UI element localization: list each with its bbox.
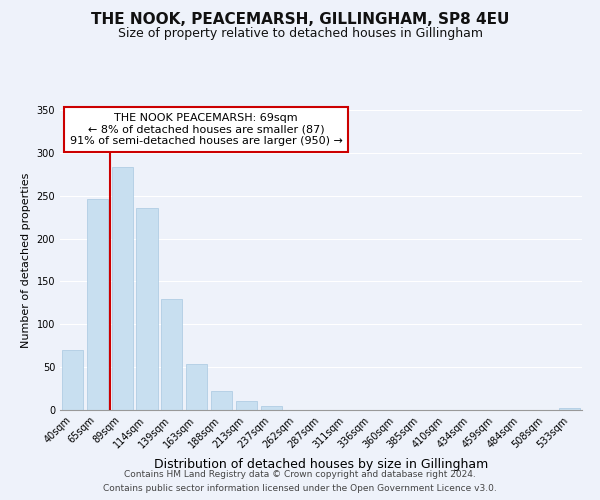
Text: THE NOOK, PEACEMARSH, GILLINGHAM, SP8 4EU: THE NOOK, PEACEMARSH, GILLINGHAM, SP8 4E… (91, 12, 509, 28)
Bar (62, 350, 83, 410)
Bar (161, 300, 182, 410)
Text: Contains HM Land Registry data © Crown copyright and database right 2024.: Contains HM Land Registry data © Crown c… (124, 470, 476, 479)
Bar (186, 364, 207, 410)
Bar (136, 208, 158, 410)
Text: THE NOOK PEACEMARSH: 69sqm
← 8% of detached houses are smaller (87)
91% of semi-: THE NOOK PEACEMARSH: 69sqm ← 8% of detac… (70, 113, 343, 146)
Bar (211, 391, 232, 410)
Bar (236, 400, 257, 410)
Text: Contains public sector information licensed under the Open Government Licence v3: Contains public sector information licen… (103, 484, 497, 493)
X-axis label: Distribution of detached houses by size in Gillingham: Distribution of detached houses by size … (154, 458, 488, 471)
Text: Size of property relative to detached houses in Gillingham: Size of property relative to detached ho… (118, 28, 482, 40)
Bar (87, 199, 108, 410)
Bar (112, 166, 133, 410)
Bar (559, 408, 580, 410)
Y-axis label: Number of detached properties: Number of detached properties (21, 172, 31, 348)
Bar (261, 406, 282, 410)
